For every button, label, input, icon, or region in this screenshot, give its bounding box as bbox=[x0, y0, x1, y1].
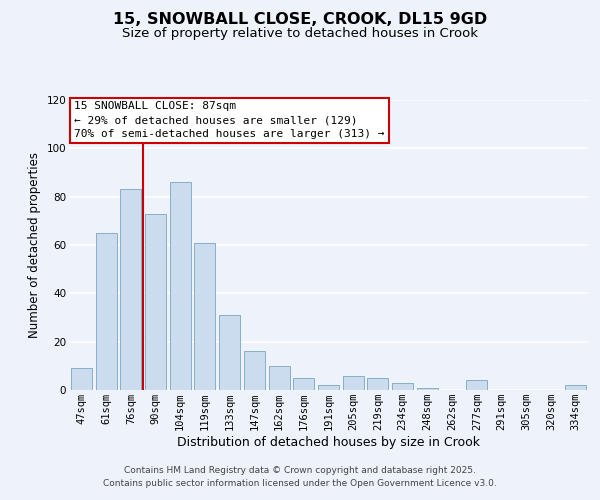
Text: 15, SNOWBALL CLOSE, CROOK, DL15 9GD: 15, SNOWBALL CLOSE, CROOK, DL15 9GD bbox=[113, 12, 487, 28]
Bar bbox=[318, 385, 339, 390]
X-axis label: Distribution of detached houses by size in Crook: Distribution of detached houses by size … bbox=[177, 436, 480, 449]
Bar bbox=[392, 383, 413, 390]
Bar bbox=[293, 378, 314, 390]
Bar bbox=[343, 376, 364, 390]
Bar bbox=[194, 242, 215, 390]
Bar bbox=[71, 368, 92, 390]
Text: 15 SNOWBALL CLOSE: 87sqm
← 29% of detached houses are smaller (129)
70% of semi-: 15 SNOWBALL CLOSE: 87sqm ← 29% of detach… bbox=[74, 102, 385, 140]
Bar bbox=[145, 214, 166, 390]
Text: Size of property relative to detached houses in Crook: Size of property relative to detached ho… bbox=[122, 28, 478, 40]
Text: Contains HM Land Registry data © Crown copyright and database right 2025.
Contai: Contains HM Land Registry data © Crown c… bbox=[103, 466, 497, 487]
Bar bbox=[170, 182, 191, 390]
Bar bbox=[269, 366, 290, 390]
Bar bbox=[95, 233, 116, 390]
Bar bbox=[244, 352, 265, 390]
Bar bbox=[219, 315, 240, 390]
Bar bbox=[565, 385, 586, 390]
Bar bbox=[367, 378, 388, 390]
Y-axis label: Number of detached properties: Number of detached properties bbox=[28, 152, 41, 338]
Bar bbox=[466, 380, 487, 390]
Bar bbox=[417, 388, 438, 390]
Bar bbox=[120, 190, 141, 390]
